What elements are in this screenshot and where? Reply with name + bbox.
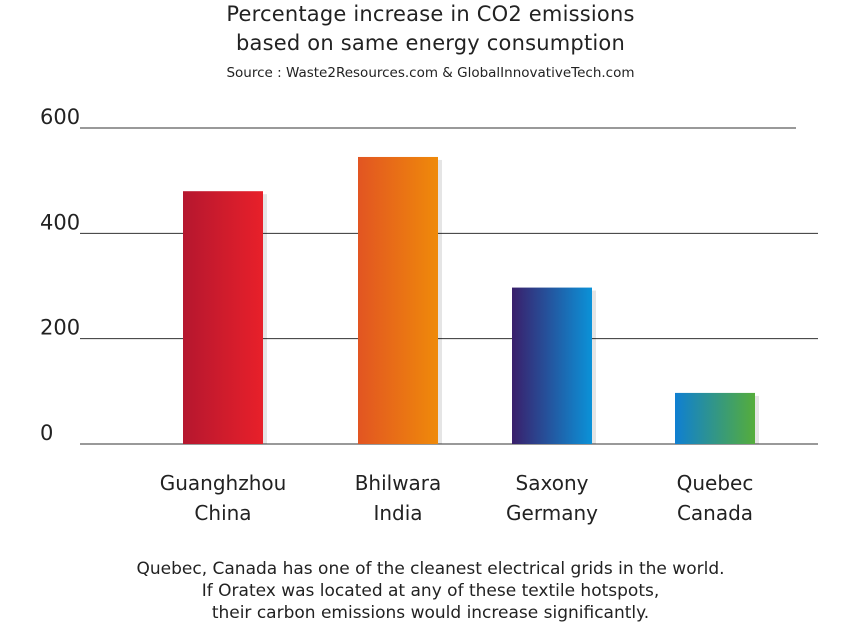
bar-guanghzhou	[183, 191, 263, 444]
bar-bhilwara	[358, 156, 438, 444]
category-label: Bhilwara	[355, 471, 442, 495]
category-label: Canada	[677, 501, 753, 525]
category-label: India	[373, 501, 422, 525]
category-label: China	[194, 501, 251, 525]
category-label: Saxony	[516, 471, 589, 495]
chart-header: Percentage increase in CO2 emissions bas…	[0, 0, 861, 81]
y-tick-labels: 0 200 400 600	[40, 105, 80, 445]
bars	[183, 156, 759, 444]
category-label: Germany	[506, 501, 598, 525]
caption-line-3: their carbon emissions would increase si…	[211, 603, 650, 623]
bar-quebec	[675, 392, 755, 444]
y-tick-label: 600	[40, 105, 80, 129]
chart-source: Source : Waste2Resources.com & GlobalInn…	[226, 65, 635, 81]
y-tick-label: 200	[40, 316, 80, 340]
category-label: Quebec	[677, 471, 754, 495]
chart-title-line-1: Percentage increase in CO2 emissions	[226, 2, 635, 26]
chart-title-line-2: based on same energy consumption	[236, 31, 625, 55]
caption-line-1: Quebec, Canada has one of the cleanest e…	[136, 559, 725, 579]
category-labels: Guanghzhou China Bhilwara India Saxony German…	[160, 471, 754, 525]
y-tick-label: 0	[40, 421, 53, 445]
category-label: Guanghzhou	[160, 471, 287, 495]
y-tick-label: 400	[40, 210, 80, 234]
bar-saxony	[512, 287, 592, 444]
chart-caption: Quebec, Canada has one of the cleanest e…	[0, 558, 861, 624]
caption-line-2: If Oratex was located at any of these te…	[201, 581, 660, 601]
